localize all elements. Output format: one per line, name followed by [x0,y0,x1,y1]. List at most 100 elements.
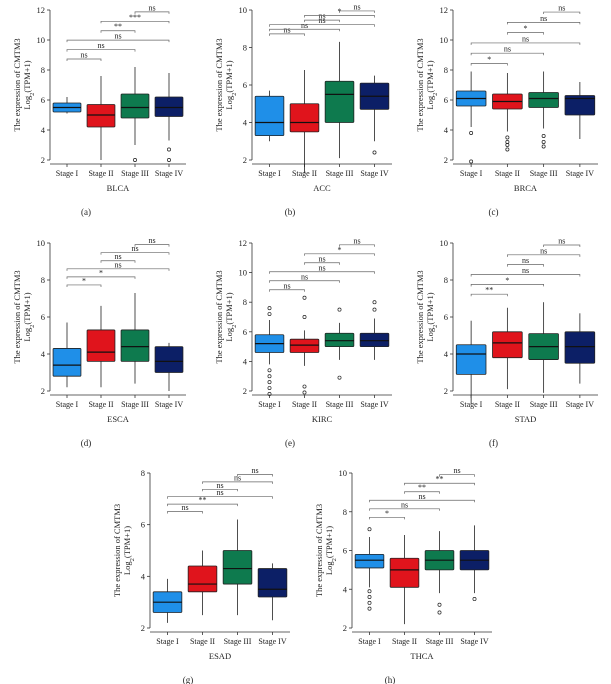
panel-esca: 2 4 6 8 10 Stage I Stage II Stage III Stage IV * *… [12,236,186,448]
y-tick-label: 6 [243,80,247,90]
significance-label: ns [181,503,188,512]
outlier-point [267,386,272,390]
outlier-point [372,300,377,305]
y-axis-title: The expression of CMTM3 Log2(TPM+1) [415,270,439,363]
significance-label: ns [216,481,223,490]
box-body [86,329,116,362]
bracket-line [304,253,375,256]
x-tick-label: Stage I [258,400,281,409]
x-tick-label: Stage IV [566,169,594,178]
significance-label: ns [522,256,529,265]
box-stage-i [152,578,183,623]
bracket-line [269,33,305,36]
x-tick-label: Stage III [530,400,558,409]
x-axis-title: BLCA [107,183,131,193]
panel-label: (d) [81,438,92,448]
bracket-line [100,20,170,24]
significance-label: ns [114,32,121,41]
bracket-line [507,264,544,267]
y-axis-title-line1: The expression of CMTM3 [214,38,224,131]
y-axis-title-line1: The expression of CMTM3 [415,38,425,131]
y-axis-title-line2: Log2(TPM+1) [224,60,238,109]
x-axis-title: KIRC [312,414,333,424]
bracket-line [202,481,273,484]
box-stage-iv [154,342,184,391]
y-tick-label: 8 [41,275,45,285]
x-axis-title: BRCA [514,183,538,193]
outlier-point [167,158,171,162]
y-tick-label: 4 [243,118,248,128]
outlier-point [302,295,307,300]
box-stage-iv [359,300,390,360]
y-tick-label: 10 [37,35,46,45]
outlier-point [469,131,474,135]
significance-label: ns [251,466,258,475]
y-axis-title: The expression of CMTM3 Log2(TPM+1) [314,504,338,597]
box-stage-i [354,527,385,611]
x-tick-label: Stage I [56,400,79,409]
y-tick-label: 6 [343,546,347,556]
y-axis-title-line2: Log2(TPM+1) [22,292,36,341]
box-stage-iii [528,71,559,149]
y-axis-title-line1: The expression of CMTM3 [12,38,22,131]
bracket-line [66,58,102,61]
box-body [120,329,150,362]
y-tick-label: 6 [41,312,45,322]
box-stage-i [455,320,487,404]
bracket-line [269,28,340,32]
y-axis-title: The expression of CMTM3 Log2(TPM+1) [214,38,238,131]
box-stage-ii [492,307,523,390]
x-tick-label: Stage I [156,637,179,646]
y-tick-label: 10 [239,268,248,278]
significance-label: ns [522,34,529,43]
x-axis-title: STAD [515,414,537,424]
outlier-point [437,610,442,615]
box-stage-iii [222,519,253,616]
x-tick-label: Stage II [292,400,317,409]
box-body [528,92,559,108]
significance-label: ** [485,286,493,295]
significance-label: ns [353,236,360,245]
box-stage-ii [86,305,116,388]
box-body [187,565,218,593]
panel-brca: 2 4 6 8 10 12 Stage I Stage II Stage III Stage IV… [415,4,598,217]
box-body [52,348,82,377]
significance-label: ns [301,21,308,30]
bracket-line [543,244,581,247]
y-tick-label: 6 [444,95,448,105]
significance-label: * [487,55,491,64]
significance-label: ** [114,22,122,31]
outlier-point [505,147,510,152]
outlier-point [302,390,307,395]
box-body [455,344,487,375]
bracket-line [66,268,170,271]
box-body [324,332,355,347]
outlier-point [367,606,372,611]
outlier-point [505,135,510,140]
x-tick-label: Stage III [121,169,149,178]
y-axis-title-line2: Log2(TPM+1) [122,526,136,575]
significance-label: ns [558,236,565,245]
panel-kirc: 2 4 6 8 10 12 Stage I Stage II Stage III Stage IV… [214,236,392,448]
significance-label: ns [504,45,511,54]
significance-label: ns [114,260,121,269]
y-axis-title-line1: The expression of CMTM3 [112,504,122,597]
y-axis-title-line2: Log2(TPM+1) [22,60,36,109]
y-axis-title-line2: Log2(TPM+1) [425,292,439,341]
significance-label: ns [540,246,547,255]
x-tick-label: Stage IV [566,400,594,409]
box-stage-ii [492,73,523,152]
panel-label: (b) [285,207,296,217]
bracket-line [304,262,340,265]
box-stage-iii [120,292,150,384]
x-tick-label: Stage II [190,637,215,646]
box-body [289,338,320,353]
bracket-line [304,15,375,18]
significance-label: ns [318,263,325,272]
box-stage-iv [459,525,490,601]
box-body [154,96,184,117]
bracket-line [100,30,136,33]
